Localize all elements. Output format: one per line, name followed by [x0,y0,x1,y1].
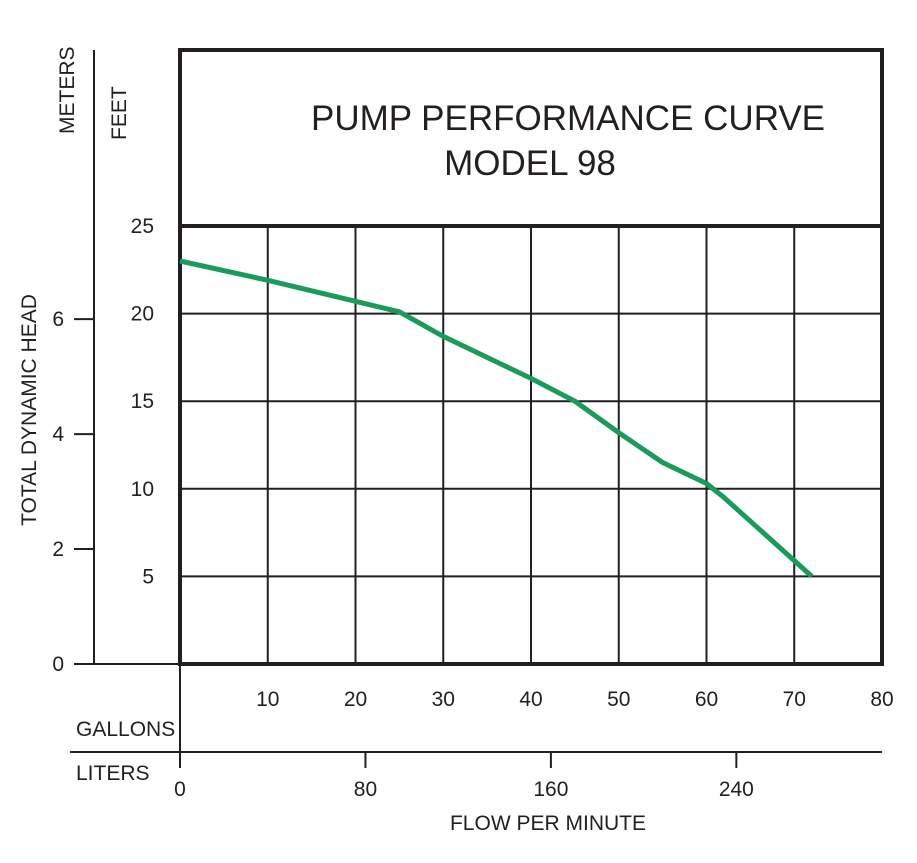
liters-axis-label: LITERS [76,762,150,785]
gallons-tick-label: 50 [607,688,630,711]
liters-tick-label: 0 [174,778,186,801]
liters-ticks: 0 80 160 240 [174,752,754,801]
meters-ticks: 0 2 4 6 [52,308,94,676]
meters-tick-label: 6 [52,308,64,331]
gallons-tick-label: 40 [519,688,542,711]
feet-tick-label: 15 [131,390,154,413]
gallons-tick-label: 70 [783,688,806,711]
gallons-ticks: 10 20 30 40 50 60 70 80 [256,688,894,711]
meters-tick-label: 2 [52,538,64,561]
gallons-axis-label: GALLONS [76,718,175,741]
gallons-tick-label: 10 [256,688,279,711]
horizontal-gridlines [180,312,882,578]
gallons-tick-label: 60 [695,688,718,711]
performance-curve-line [179,258,814,579]
gallons-tick-label: 80 [870,688,893,711]
feet-tick-label: 25 [131,215,154,238]
liters-tick-label: 80 [354,778,377,801]
feet-tick-label: 10 [131,478,154,501]
chart-title: PUMP PERFORMANCE CURVE [311,99,825,138]
liters-tick-label: 240 [719,778,754,801]
meters-axis-label: METERS [56,46,79,134]
x-axis-title: FLOW PER MINUTE [450,812,646,835]
chart-subtitle: MODEL 98 [444,144,616,183]
meters-tick-label: 4 [52,423,64,446]
gallons-tick-label: 30 [432,688,455,711]
meters-tick-label: 0 [52,653,64,676]
feet-tick-label: 20 [131,303,154,326]
vertical-gridlines [266,226,796,664]
liters-tick-label: 160 [533,778,568,801]
series-group [179,258,814,579]
feet-axis-label: FEET [108,86,131,140]
y-axis-title: TOTAL DYNAMIC HEAD [18,294,41,526]
feet-ticks: 5 10 15 20 25 [131,215,154,588]
gallons-tick-label: 20 [344,688,367,711]
feet-tick-label: 5 [142,565,154,588]
